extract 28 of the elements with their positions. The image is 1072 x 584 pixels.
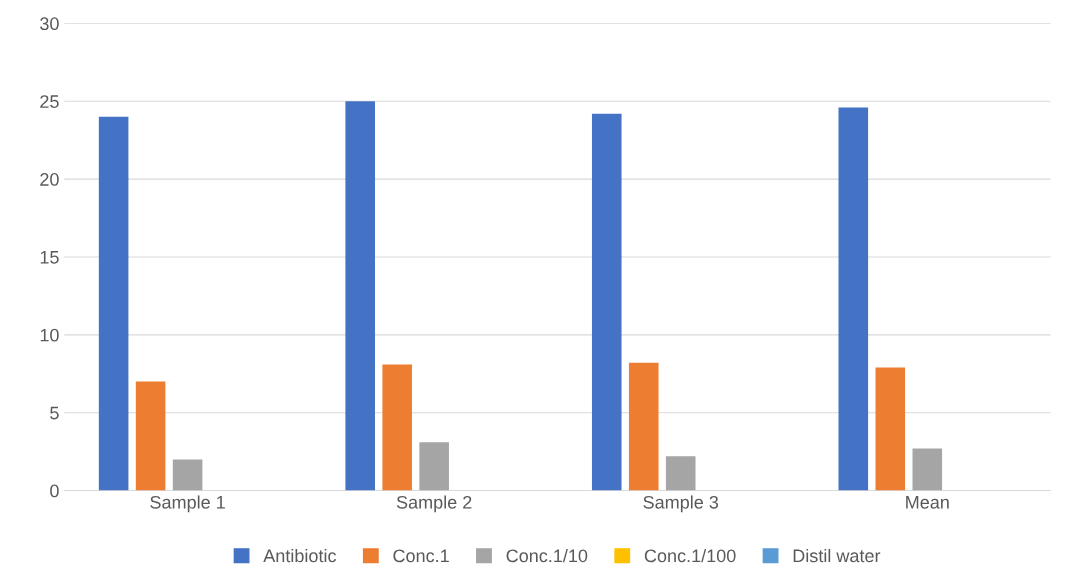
x-tick-label: Sample 1 bbox=[150, 495, 225, 513]
bar bbox=[665, 456, 696, 491]
y-tick-label: 20 bbox=[40, 173, 59, 186]
x-tick-label: Sample 2 bbox=[396, 495, 472, 513]
y-tick-label: 15 bbox=[40, 251, 59, 264]
bar bbox=[98, 116, 129, 491]
y-tick-label: 0 bbox=[50, 484, 59, 498]
bar bbox=[628, 362, 659, 491]
x-tick-label: Mean bbox=[906, 496, 949, 509]
legend-label: Conc.1/100 bbox=[644, 548, 736, 563]
bar bbox=[591, 113, 622, 491]
bar bbox=[912, 448, 943, 491]
bar bbox=[419, 442, 449, 491]
x-tick-label: Sample 3 bbox=[643, 495, 719, 513]
bar bbox=[875, 367, 906, 491]
legend-label: Conc.1 bbox=[393, 549, 449, 563]
bar bbox=[172, 459, 203, 491]
legend-label: Distil water bbox=[793, 548, 881, 563]
y-tick-label: 25 bbox=[40, 95, 59, 108]
bar bbox=[135, 381, 166, 491]
bar bbox=[345, 101, 375, 491]
bar bbox=[838, 107, 869, 491]
y-tick-label: 10 bbox=[40, 328, 59, 342]
bar bbox=[382, 364, 412, 491]
y-tick-label: 5 bbox=[50, 406, 59, 420]
legend-label: Antibiotic bbox=[263, 548, 337, 563]
legend-label: Conc.1/10 bbox=[506, 548, 588, 563]
y-tick-label: 30 bbox=[40, 17, 59, 31]
